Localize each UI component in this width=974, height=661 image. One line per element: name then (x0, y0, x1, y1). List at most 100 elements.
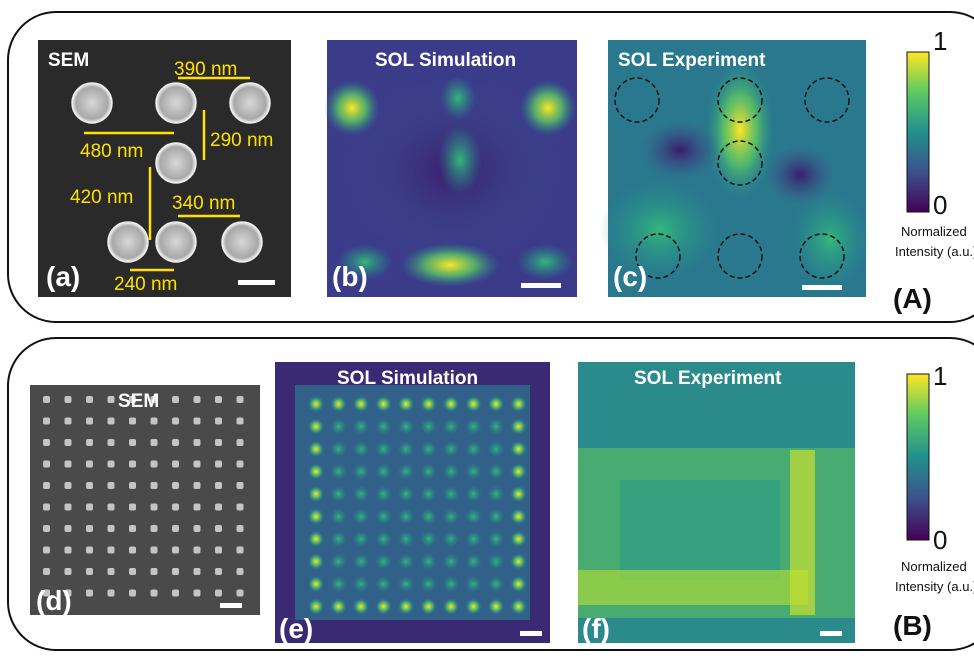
intensity-spot (510, 576, 527, 592)
nanopillar (236, 525, 244, 532)
nanopillar (215, 460, 222, 468)
intensity-spot (308, 576, 324, 592)
nanopillar (172, 568, 179, 575)
intensity-spot (330, 418, 347, 435)
intensity-spot (443, 486, 459, 502)
panel-label: (B) (893, 610, 932, 641)
intensity-spot (510, 486, 527, 502)
nanopillar (215, 525, 222, 532)
subfigure-label: (f) (582, 613, 610, 644)
intensity-spot (375, 553, 392, 570)
nanopillar (193, 503, 201, 511)
intensity-spot (420, 441, 437, 457)
colorbar-label: Intensity (a.u.) (895, 579, 974, 594)
nanopillar (43, 503, 50, 511)
nanopillar (64, 589, 72, 597)
simulation-image (324, 40, 577, 297)
nanopillar (150, 482, 158, 489)
nanopillar (43, 482, 50, 489)
intensity-spot (375, 576, 392, 592)
intensity-spot (443, 576, 459, 592)
intensity-spot (330, 576, 347, 592)
nanopillar (215, 503, 222, 511)
nanopillar (172, 503, 179, 511)
intensity-spot (488, 553, 504, 570)
nanopillar (129, 439, 136, 446)
intensity-spot (375, 441, 392, 457)
intensity-spot (398, 463, 414, 480)
nanopillar (150, 525, 158, 532)
nanopillar (129, 417, 136, 425)
nanopillar (129, 568, 136, 575)
intensity-spot (353, 531, 369, 547)
simulation-image (275, 362, 550, 643)
intensity-spot (465, 553, 482, 570)
intensity-spot (488, 418, 504, 435)
subfigure-label: (b) (332, 261, 368, 292)
intensity-spot (510, 598, 527, 615)
intensity-spot (420, 396, 437, 412)
nanopillar (86, 396, 93, 403)
colorbar (906, 373, 930, 541)
colorbar-label: Intensity (a.u.) (895, 244, 974, 259)
nanopillar (107, 439, 115, 446)
colorbar (906, 51, 930, 213)
nanopillar (64, 439, 72, 446)
nanopillar (215, 417, 222, 425)
intensity-spot (330, 508, 347, 525)
nanopillar (107, 589, 115, 597)
nanopillar (150, 439, 158, 446)
intensity-spot (488, 486, 504, 502)
intensity-spot (330, 441, 347, 457)
nanopillar (64, 417, 72, 425)
nanopillar (107, 221, 149, 263)
nanopillar (107, 460, 115, 468)
nanopillar (150, 546, 158, 554)
nanopillar (221, 221, 263, 263)
intensity-spot (443, 553, 459, 570)
nanopillar (129, 482, 136, 489)
intensity-spot (330, 463, 347, 480)
experiment-image (578, 362, 855, 643)
nanopillar (71, 82, 113, 124)
nanopillar (155, 221, 197, 263)
nanopillar (172, 546, 179, 554)
intensity-spot (488, 463, 504, 480)
nanopillar (236, 417, 244, 425)
subfigure-label: (a) (46, 261, 80, 292)
intensity-spot (398, 396, 414, 412)
nanopillar (43, 589, 50, 597)
nanopillar (43, 568, 50, 575)
nanopillar (43, 460, 50, 468)
intensity-spot (465, 576, 482, 592)
nanopillar (86, 546, 93, 554)
nanopillar (107, 503, 115, 511)
image-title: SEM (118, 391, 159, 412)
intensity-spot (375, 418, 392, 435)
image-title: SOL Experiment (634, 368, 782, 389)
intensity-spot (353, 418, 369, 435)
intensity-spot (330, 396, 347, 412)
nanopillar (86, 460, 93, 468)
nanopillar (150, 417, 158, 425)
nanopillar (129, 589, 136, 597)
intensity-spot (443, 508, 459, 525)
intensity-spot (308, 418, 324, 435)
intensity-spot (375, 486, 392, 502)
nanopillar (215, 439, 222, 446)
intensity-spot (420, 553, 437, 570)
intensity-spot (308, 441, 324, 457)
intensity-spot (420, 463, 437, 480)
nanopillar (236, 460, 244, 468)
intensity-spot (353, 396, 369, 412)
intensity-spot (420, 418, 437, 435)
nanopillar (150, 396, 158, 403)
nanopillar (43, 417, 50, 425)
experiment-image (600, 40, 870, 297)
intensity-spot (353, 576, 369, 592)
nanopillar (64, 396, 72, 403)
nanopillar (215, 396, 222, 403)
nanopillar (193, 589, 201, 597)
dimension-label: 480 nm (80, 141, 143, 162)
